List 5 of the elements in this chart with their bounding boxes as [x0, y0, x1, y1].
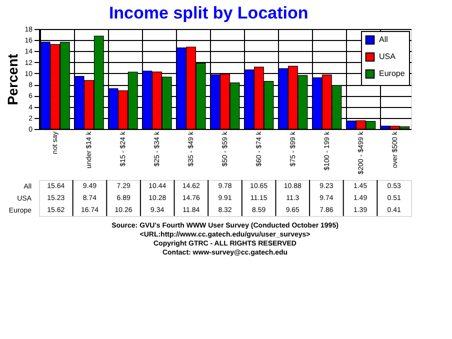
- legend-label: Europe: [379, 69, 406, 78]
- legend-label: USA: [379, 52, 396, 61]
- chart-title: Income split by Location: [108, 4, 308, 22]
- y-axis-title: Percent: [4, 53, 21, 106]
- legend-label: All: [379, 35, 388, 44]
